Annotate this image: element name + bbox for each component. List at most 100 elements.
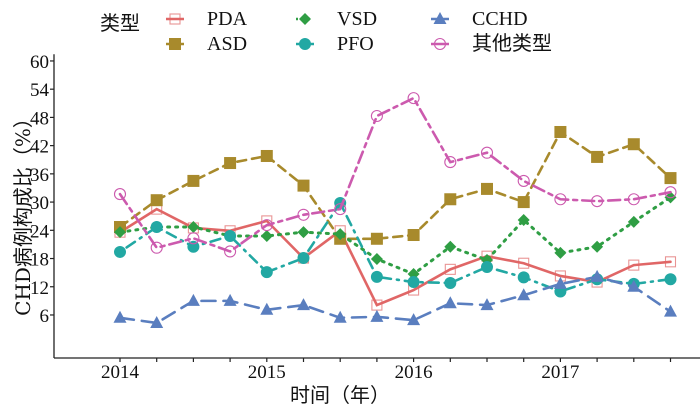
legend-item-pda: PDA <box>166 8 248 30</box>
data-point-asd <box>260 149 273 162</box>
data-point-other <box>444 156 457 169</box>
data-point-pfo <box>517 271 530 284</box>
data-point-vsd <box>297 226 310 239</box>
data-point-asd <box>370 232 383 245</box>
series-line-vsd <box>118 195 672 276</box>
legend-item-vsd: VSD <box>296 8 377 30</box>
data-point-vsd <box>334 228 347 241</box>
data-point-other <box>554 193 567 206</box>
data-point-other <box>591 195 604 208</box>
legend-title: 类型 <box>100 12 140 35</box>
data-point-cchd <box>627 279 641 292</box>
data-point-cchd <box>113 310 127 323</box>
series-line-asd <box>118 130 672 241</box>
x-tick-label: 2016 <box>395 362 433 383</box>
data-point-cchd <box>443 296 457 309</box>
data-point-asd <box>297 179 310 192</box>
data-point-other <box>370 109 383 123</box>
data-point-vsd <box>370 252 383 265</box>
data-point-pfo <box>224 229 237 242</box>
data-point-pda <box>444 263 456 275</box>
data-point-other <box>407 92 420 105</box>
data-point-pda <box>518 257 530 269</box>
data-point-pfo <box>260 266 273 279</box>
series-line-cchd <box>118 275 672 325</box>
legend-marker <box>169 38 181 50</box>
data-point-asd <box>224 157 237 170</box>
data-point-cchd <box>407 313 421 326</box>
y-tick-label: 24 <box>30 221 50 242</box>
data-point-pfo <box>370 270 383 283</box>
data-point-vsd <box>114 226 126 239</box>
data-point-vsd <box>591 240 604 253</box>
y-tick-label: 60 <box>30 52 49 73</box>
y-ticks: 6 12 18 24 30 36 42 48 54 60 <box>30 52 54 327</box>
series-other <box>113 92 677 258</box>
data-point-cchd <box>664 304 677 317</box>
data-point-cchd <box>260 302 274 315</box>
data-point-pda <box>628 259 640 271</box>
data-point-pfo <box>150 221 163 234</box>
legend-marker <box>299 13 311 25</box>
legend-marker <box>299 38 311 50</box>
data-point-other <box>480 146 494 159</box>
data-point-cchd <box>480 298 494 311</box>
data-point-pfo <box>481 260 493 273</box>
y-axis-title: CHD病例构成比（%） <box>11 108 35 316</box>
data-point-asd <box>591 150 604 163</box>
legend-label: 其他类型 <box>472 32 552 55</box>
data-point-asd <box>627 138 640 151</box>
legend-marker <box>433 37 447 51</box>
data-point-other <box>150 241 163 254</box>
data-point-cchd <box>553 276 567 289</box>
data-point-asd <box>444 193 457 206</box>
data-point-asd <box>517 196 530 209</box>
data-point-cchd <box>297 298 310 311</box>
x-axis-title: 时间（年） <box>290 383 390 407</box>
x-tick-label: 2017 <box>541 362 579 383</box>
data-point-other <box>113 188 127 201</box>
legend-label: PDA <box>207 8 248 30</box>
series-asd <box>114 125 677 245</box>
data-point-vsd <box>260 229 273 242</box>
data-point-asd <box>150 194 163 207</box>
series-line-other <box>118 96 672 253</box>
y-tick-label: 36 <box>30 165 49 186</box>
axes: 6 12 18 24 30 36 42 48 54 60 2014 2015 2016 2017 <box>30 52 700 383</box>
data-point-pfo <box>444 276 457 289</box>
legend-marker <box>169 13 181 25</box>
data-point-other <box>260 219 273 232</box>
y-tick-label: 48 <box>30 108 49 129</box>
data-point-cchd <box>590 269 604 282</box>
data-point-pfo <box>114 245 126 258</box>
y-tick-label: 6 <box>40 306 50 327</box>
data-point-other <box>224 245 237 258</box>
data-point-vsd <box>187 221 200 234</box>
legend-item-pfo: PFO <box>296 33 374 55</box>
data-point-vsd <box>444 240 457 253</box>
data-point-cchd <box>186 293 200 306</box>
y-tick-label: 18 <box>30 250 49 271</box>
data-point-cchd <box>517 288 531 301</box>
data-point-cchd <box>333 310 347 323</box>
x-tick-label: 2015 <box>248 362 286 383</box>
data-point-vsd <box>627 215 640 228</box>
series-cchd <box>113 269 677 328</box>
legend-label: ASD <box>207 33 247 55</box>
x-ticks: 2014 2015 2016 2017 <box>101 358 672 383</box>
data-point-other <box>297 208 310 221</box>
data-point-asd <box>187 174 200 187</box>
legend-item-cchd: CCHD <box>431 8 528 30</box>
series-layer <box>113 92 677 328</box>
data-point-asd <box>664 172 677 185</box>
data-point-other <box>334 203 347 216</box>
series-line-pda <box>118 207 672 307</box>
legend-item-asd: ASD <box>166 33 247 55</box>
data-point-pfo <box>664 273 677 286</box>
data-point-other <box>627 193 640 206</box>
data-point-other <box>187 232 200 245</box>
data-point-pfo <box>297 252 310 265</box>
y-tick-label: 42 <box>30 137 49 158</box>
